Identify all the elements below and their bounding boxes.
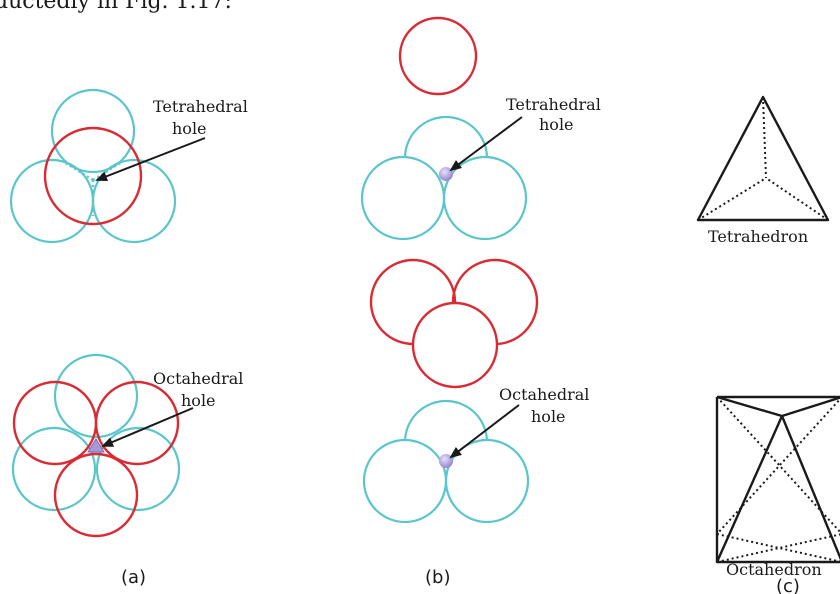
b-tetra-label-1: Tetrahedral <box>506 95 601 114</box>
a-tetra-sphere-top <box>50 88 136 174</box>
octahedron-front-edges <box>715 395 840 563</box>
a-tetra-arrow <box>95 137 206 182</box>
tetrahedron-edges <box>696 95 830 222</box>
b-tetra-sphere-upper <box>398 16 478 96</box>
b-octa-label-1: Octahedral <box>499 385 589 404</box>
b-octa-sphere-right <box>444 438 530 524</box>
a-octa-sphere-bottom-top <box>53 353 139 439</box>
a-octa-sphere-top-bottom <box>53 452 139 538</box>
a-octa-arrow <box>101 407 194 447</box>
b-octa-sphere-upper-front <box>411 301 499 389</box>
b-tetra-arrow <box>449 116 523 172</box>
a-octa-sphere-bottom-left <box>11 426 97 512</box>
a-octa-label-1: Octahedral <box>153 369 243 388</box>
b-octa-sphere-left <box>362 438 448 524</box>
b-tetra-label-2: hole <box>539 115 574 134</box>
caption-b: (b) <box>425 567 450 588</box>
a-octahedral-void <box>11 353 181 538</box>
a-octa-sphere-top-right <box>94 380 180 466</box>
octahedron-label: Octahedron <box>726 560 822 579</box>
tetrahedron-shape <box>696 95 830 222</box>
panel-c: Tetrahedron Octahedron (c) <box>696 95 840 594</box>
octahedron-shape <box>715 395 840 564</box>
a-tetrahedral-void <box>9 88 177 244</box>
tetrahedron-label: Tetrahedron <box>708 227 808 246</box>
panel-a: Tetrahedral hole Octahedral hole (a) <box>9 88 248 588</box>
a-octa-hole-marker <box>87 438 105 453</box>
b-tetra-sphere-left <box>360 155 446 241</box>
a-octa-label-2: hole <box>181 391 216 410</box>
tetrahedron-hidden-edges <box>697 96 829 221</box>
a-tetra-sphere-upper <box>43 126 143 226</box>
panel-b: Tetrahedral hole Octahedral hole (b) <box>360 16 601 588</box>
a-tetra-label-1: Tetrahedral <box>153 97 248 116</box>
header-text: ductedly in Fig. 1.17: <box>0 0 232 14</box>
caption-c: (c) <box>776 576 800 594</box>
a-octa-sphere-bottom-right <box>95 426 181 512</box>
b-tetra-sphere-right <box>442 155 528 241</box>
caption-a: (a) <box>121 567 146 588</box>
b-octa-label-2: hole <box>531 407 566 426</box>
a-tetra-label-2: hole <box>172 119 207 138</box>
b-octa-arrow <box>449 404 520 459</box>
